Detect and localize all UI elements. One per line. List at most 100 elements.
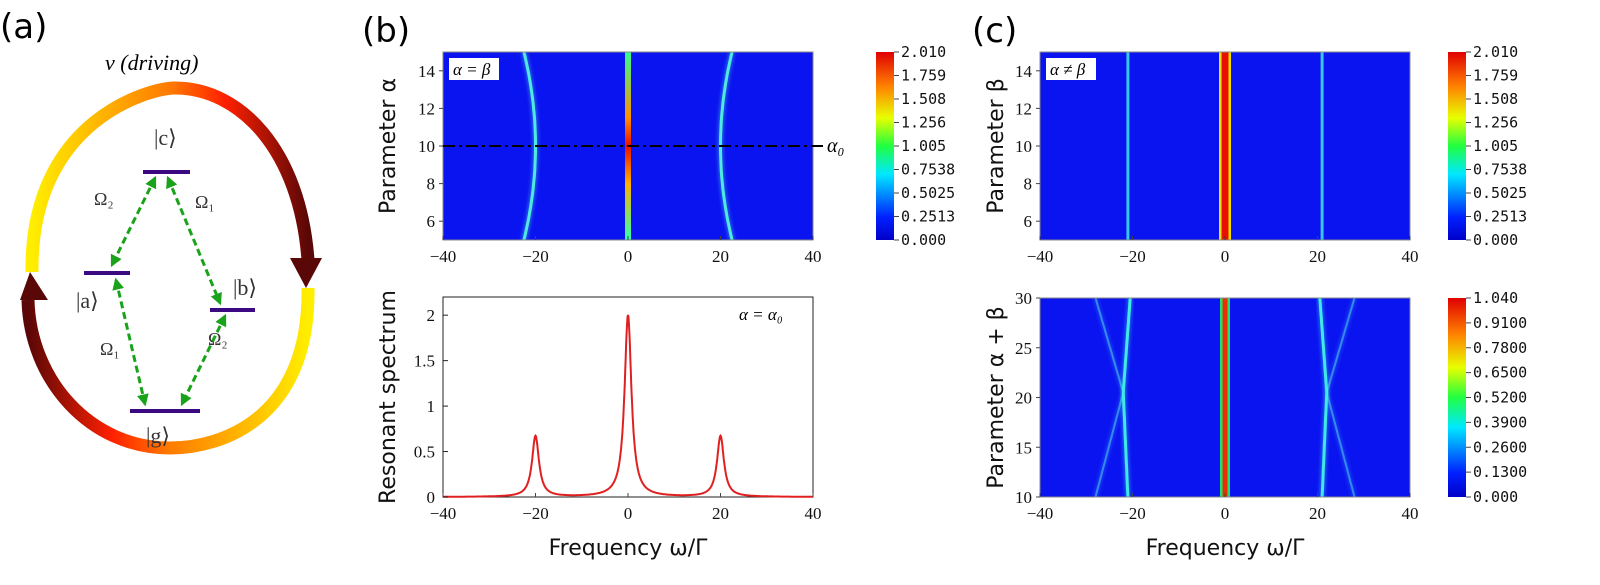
colorbar-tick-label: 0.2600: [1473, 438, 1527, 456]
level-c-label: |c⟩: [154, 125, 177, 150]
reference-line-label: α₀: [827, 135, 844, 157]
x-tick-label: 40: [805, 504, 822, 523]
y-tick-label: 12: [418, 99, 435, 118]
colorbar-tick-label: 1.508: [1473, 90, 1518, 108]
x-tick-label: 0: [624, 247, 633, 266]
x-tick-label: 20: [712, 247, 729, 266]
x-tick-label: 40: [1402, 504, 1419, 523]
chart-c-bottom: 1.040 0.9100 0.7800 0.6500 0.5200 0.3900 0.260…: [984, 289, 1527, 561]
x-tick-label: 20: [1309, 247, 1326, 266]
colorbar-tick-label: 1.256: [901, 114, 946, 132]
colorbar-tick-label: 0.3900: [1473, 413, 1527, 431]
x-tick-label: 20: [712, 504, 729, 523]
coupling-label-bg: Ω₂: [208, 329, 228, 349]
x-axis-label: Frequency ω/Γ: [1146, 536, 1305, 561]
chart-c-top: 2.010 1.759 1.508 1.256 1.005 0.7538 0.5025 0.2…: [984, 43, 1527, 266]
y-axis-label: Parameter β: [984, 78, 1009, 214]
y-tick-label: 10: [1015, 137, 1032, 156]
colorbar-tick-label: 1.759: [1473, 67, 1518, 85]
colorbar-tick-label: 0.9100: [1473, 314, 1527, 332]
x-tick-label: 0: [1221, 504, 1230, 523]
annotation-box: [1046, 58, 1096, 80]
heatmap-features: [1124, 52, 1326, 240]
y-tick-label: 25: [1015, 339, 1032, 358]
panel-label-a: (a): [0, 7, 47, 47]
colorbar-tick-label: 0.5200: [1473, 389, 1527, 407]
colorbar-tick-label: 0.7538: [1473, 161, 1527, 179]
y-tick-label: 1.5: [414, 352, 435, 371]
y-tick-label: 30: [1015, 289, 1032, 308]
panel-annotation: α = α₀: [739, 305, 783, 324]
coupling-c-b: [166, 175, 222, 306]
colorbar-tick-label: 0.7538: [901, 161, 955, 179]
panel-a: (a) ν (driving) |c⟩ |a⟩ |b⟩ |g⟩ Ω₂ Ω₁ Ω₁…: [0, 7, 322, 455]
coupling-c-a: [110, 175, 157, 268]
colorbar-tick-label: 2.010: [901, 43, 946, 61]
y-tick-label: 14: [1015, 62, 1033, 81]
central-peak-edge: [1219, 52, 1222, 240]
x-tick-label: 0: [624, 504, 633, 523]
x-tick-label: −40: [1027, 504, 1054, 523]
y-tick-label: 1: [427, 397, 436, 416]
plot-frame: [442, 296, 814, 498]
colorbar-tick-label: 0.2513: [1473, 208, 1527, 226]
colorbar-tick-label: 1.256: [1473, 114, 1518, 132]
x-tick-label: 0: [1221, 247, 1230, 266]
colorbar-tick-label: 0.000: [1473, 488, 1518, 506]
chart-b-top: α₀ 2.010 1.759 1.508 1.256 1.005 0.7538 0.5025 0…: [376, 43, 955, 266]
colorbar-tick-label: 0.5025: [1473, 184, 1527, 202]
x-tick-label: 40: [805, 247, 822, 266]
x-tick-label: −40: [430, 504, 457, 523]
colorbar: [876, 52, 894, 240]
y-axis-label: Parameter α + β: [984, 306, 1009, 488]
chart-b-bottom: 0 0.5 1 1.5 2 −40 −20 0 20 40 α = α₀ Resonant spect…: [376, 290, 822, 561]
x-tick-label: −20: [522, 504, 549, 523]
colorbar-tick-label: 0.6500: [1473, 364, 1527, 382]
side-peak-right: [1318, 298, 1329, 497]
spectrum-line: [443, 314, 813, 498]
energy-levels: [84, 170, 255, 413]
coupling-b-g: [180, 313, 227, 407]
colorbar-tick-label: 0.7800: [1473, 339, 1527, 357]
level-a-label: |a⟩: [76, 288, 99, 313]
y-tick-label: 10: [418, 137, 435, 156]
annotation-box: [449, 58, 499, 80]
colorbar-tick-label: 1.040: [1473, 289, 1518, 307]
x-axis-label: Frequency ω/Γ: [549, 536, 708, 561]
coupling-label-cb: Ω₁: [195, 192, 215, 212]
central-peak: [1222, 298, 1228, 497]
panel-label-c: (c): [972, 11, 1017, 51]
y-tick-label: 6: [427, 212, 436, 231]
x-tick-label: 40: [1402, 247, 1419, 266]
y-tick-label: 15: [1015, 438, 1032, 457]
colorbar-tick-label: 1.005: [901, 137, 946, 155]
colorbar-tick-label: 0.000: [901, 231, 946, 249]
level-g-label: |g⟩: [146, 423, 170, 448]
y-tick-label: 0.5: [414, 443, 435, 462]
y-tick-label: 0: [427, 488, 436, 507]
y-tick-label: 14: [418, 62, 436, 81]
panel-annotation: α = β: [453, 60, 491, 79]
colorbar-tick-label: 2.010: [1473, 43, 1518, 61]
y-tick-label: 20: [1015, 389, 1032, 408]
y-tick-label: 2: [427, 306, 436, 325]
panel-annotation: α ≠ β: [1050, 60, 1086, 79]
y-axis-label: Resonant spectrum: [376, 290, 401, 504]
side-peak-left: [1121, 298, 1132, 497]
y-tick-label: 8: [427, 175, 436, 194]
coupling-label-ag: Ω₁: [100, 339, 120, 359]
colorbar-tick-label: 0.000: [1473, 231, 1518, 249]
y-tick-label: 6: [1024, 212, 1033, 231]
x-tick-label: −20: [1119, 247, 1146, 266]
colorbar-tick-label: 1.005: [1473, 137, 1518, 155]
y-tick-label: 12: [1015, 99, 1032, 118]
y-tick-label: 8: [1024, 175, 1033, 194]
driving-arrowhead-left: [20, 272, 48, 300]
y-tick-label: 10: [1015, 488, 1032, 507]
driving-arc-top: [25, 81, 315, 273]
x-tick-label: −40: [1027, 247, 1054, 266]
driving-label: ν (driving): [105, 50, 198, 75]
x-tick-label: −40: [430, 247, 457, 266]
level-b-label: |b⟩: [233, 275, 257, 300]
